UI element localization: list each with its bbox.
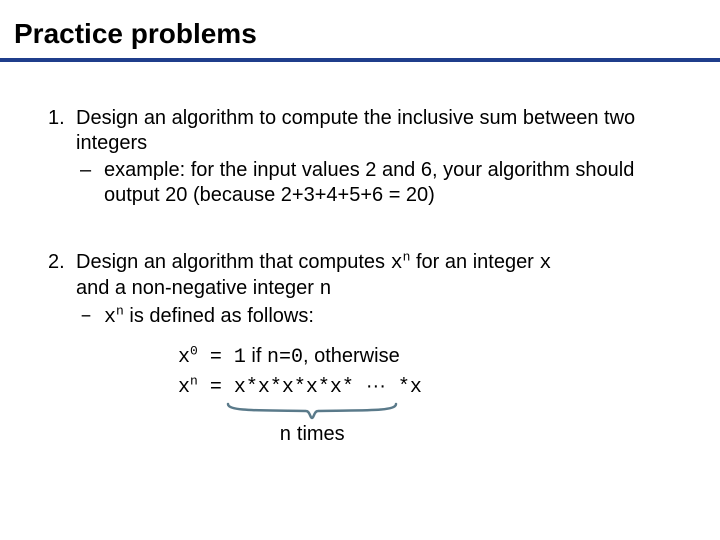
bullet-dash: – [76,158,104,208]
problem-2: 2. Design an algorithm that computes xn … [48,250,672,448]
problem-1: 1. Design an algorithm to compute the in… [48,106,672,208]
problem-text: Design an algorithm that computes xn for… [76,250,672,302]
curly-brace-icon [226,402,398,420]
problem-text: Design an algorithm to compute the inclu… [76,106,672,156]
problem-number: 2. [48,250,76,302]
content-area: 1. Design an algorithm to compute the in… [0,62,720,448]
brace-label: n times [226,422,398,448]
equation-block: x0 = 1 if n=0, otherwise xn = x*x*x*x*x*… [178,344,672,400]
equation-line-1: x0 = 1 if n=0, otherwise [178,344,672,370]
slide-title: Practice problems [0,0,720,58]
brace-annotation: n times [226,402,398,448]
problem-number: 1. [48,106,76,156]
bullet-dash: – [76,304,104,330]
problem-subtext: example: for the input values 2 and 6, y… [104,158,672,208]
problem-subtext: xn is defined as follows: [104,304,672,330]
equation-line-2: xn = x*x*x*x*x* ··· *x [178,374,672,400]
